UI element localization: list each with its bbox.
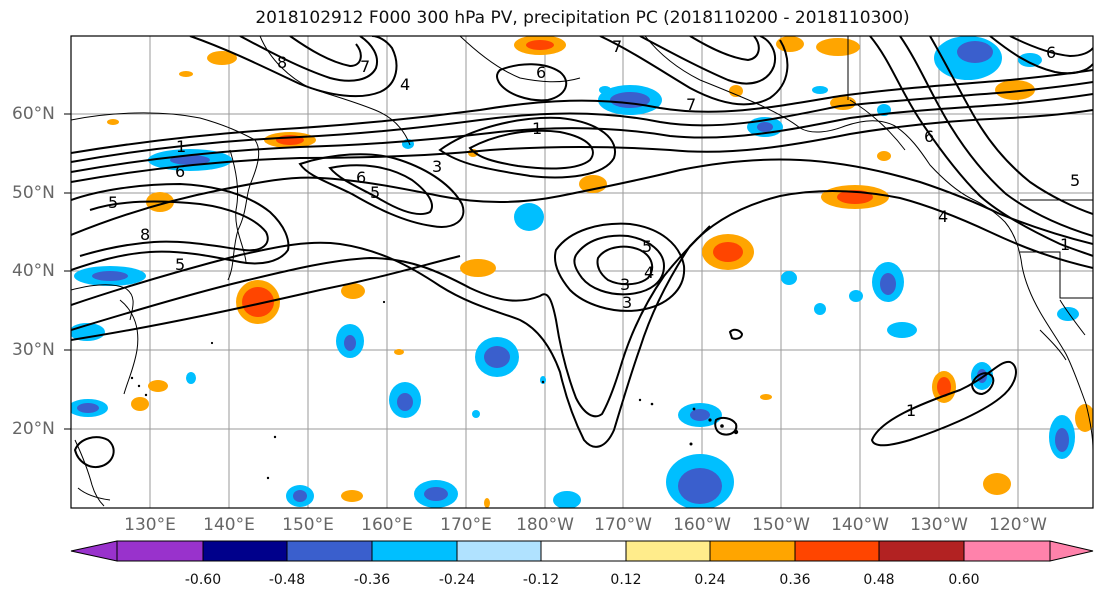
colorbar-segment [963,540,1051,562]
lon-label: 130°W [910,515,968,535]
pv-contours [71,36,1093,468]
colorbar-tick-label: 0.36 [779,572,811,588]
plot-frame [70,35,1094,509]
contour-label: 8 [140,225,150,244]
colorbar-segment [286,540,373,562]
colorbar-tick-label: -0.12 [522,572,560,588]
lat-label: 60°N [12,104,55,124]
colorbar-segment [794,540,880,562]
map-title: 2018102912 F000 300 hPa PV, precipitatio… [255,8,910,28]
contour-label: 6 [175,162,185,181]
colorbar-segment [70,540,118,562]
lon-label: 180°W [516,515,574,535]
contour-label: 5 [370,183,380,202]
contour-label: 6 [1046,43,1056,62]
lon-label: 160°W [673,515,731,535]
contour-label: 5 [642,237,652,256]
lon-label: 150°E [282,515,334,535]
colorbar-tick-label: 0.12 [610,572,642,588]
lon-label: 120°W [989,515,1047,535]
colorbar-segment [202,540,288,562]
lon-label: 170°W [594,515,652,535]
contour-label: 5 [175,255,185,274]
lon-label: 160°E [361,515,413,535]
lat-label: 50°N [12,183,55,203]
colorbar-segment [371,540,458,562]
contour-label: 3 [622,293,632,312]
colorbar-tick-label: 0.60 [948,572,980,588]
lon-label: 150°W [752,515,810,535]
colorbar-tick-label: -0.48 [268,572,306,588]
contour-label: 7 [360,57,370,76]
lon-label: 170°E [440,515,492,535]
colorbar-segment [540,540,627,562]
colorbar-tick-label: -0.36 [353,572,391,588]
contour-label: 4 [938,207,948,226]
precip-negative-shading [71,36,1079,508]
colorbar-segment [878,540,965,562]
contour-label: 8 [277,53,287,72]
colorbar-tick-label: 0.48 [863,572,895,588]
lon-label: 130°E [124,515,176,535]
lat-label: 20°N [12,419,55,439]
lon-label: 140°E [203,515,255,535]
contour-label: 4 [400,75,410,94]
contour-label: 1 [176,137,186,156]
contour-label: 1 [906,401,916,420]
lat-label: 30°N [12,340,55,360]
contour-label: 4 [644,263,654,282]
colorbar-tick-label: -0.60 [184,572,222,588]
map-panel: 8 7 6 5 4 3 1 5 6 3 8 6 7 1 7 5 3 4 5 6 … [71,36,1093,508]
contour-label: 1 [532,119,542,138]
grid-lines [71,36,1093,508]
contour-label: 6 [924,127,934,146]
contour-label: 7 [686,95,696,114]
contour-label: 3 [432,157,442,176]
lat-label: 40°N [12,261,55,281]
contour-label: 5 [1070,171,1080,190]
contour-label: 6 [536,63,546,82]
colorbar-segment [116,540,204,562]
colorbar-segment [1049,540,1094,562]
axis-ticks [64,113,71,430]
contour-label: 6 [356,168,366,187]
lon-label: 140°W [831,515,889,535]
contour-label: 3 [620,275,630,294]
contour-labels: 8 7 6 5 4 3 1 5 6 3 8 6 7 1 7 5 3 4 5 6 … [108,37,1080,420]
contour-label: 1 [1060,235,1070,254]
contour-label: 7 [612,37,622,56]
colorbar-tick-label: -0.24 [438,572,476,588]
contour-label: 5 [108,193,118,212]
colorbar-segment [456,540,542,562]
colorbar-segment [709,540,796,562]
colorbar-segment [625,540,711,562]
colorbar [70,540,1094,562]
colorbar-tick-label: 0.24 [694,572,726,588]
